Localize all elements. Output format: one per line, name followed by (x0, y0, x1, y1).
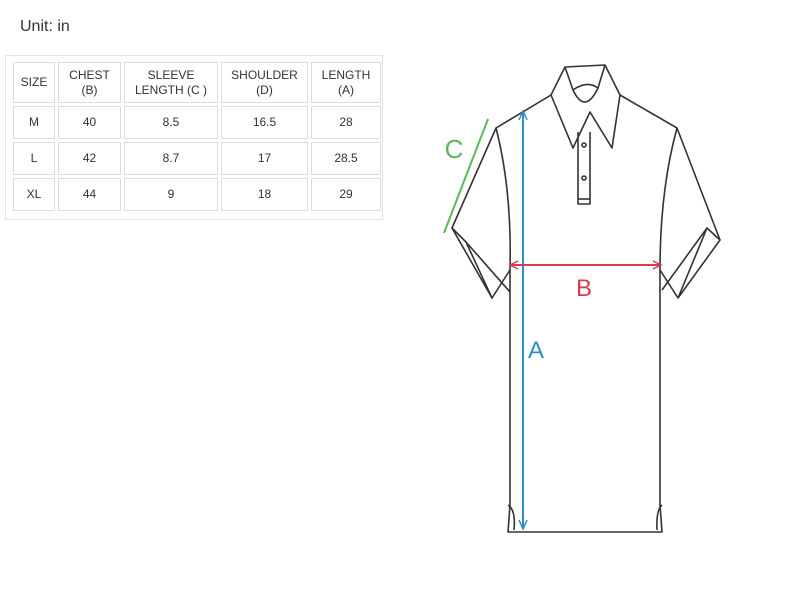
measure-c-label: C (445, 134, 464, 164)
cell-length: 29 (311, 178, 381, 211)
measure-b-arrow: B (508, 260, 663, 302)
table-row: L 42 8.7 17 28.5 (13, 142, 381, 175)
header-size: SIZE (13, 62, 55, 103)
measure-c-arrow: C (443, 118, 489, 234)
cell-sleeve: 8.7 (124, 142, 218, 175)
cell-length: 28.5 (311, 142, 381, 175)
cell-length: 28 (311, 106, 381, 139)
header-sleeve-length: SLEEVE LENGTH (C ) (124, 62, 218, 103)
cell-chest: 42 (58, 142, 121, 175)
cell-chest: 40 (58, 106, 121, 139)
table-row: XL 44 9 18 29 (13, 178, 381, 211)
table-row: M 40 8.5 16.5 28 (13, 106, 381, 139)
shirt-outline (451, 64, 721, 533)
cell-size: XL (13, 178, 55, 211)
cell-sleeve: 8.5 (124, 106, 218, 139)
cell-size: L (13, 142, 55, 175)
cell-shoulder: 17 (221, 142, 308, 175)
header-chest: CHEST (B) (58, 62, 121, 103)
size-chart-table: SIZE CHEST (B) SLEEVE LENGTH (C ) SHOULDER… (5, 55, 383, 220)
cell-shoulder: 18 (221, 178, 308, 211)
cell-chest: 44 (58, 178, 121, 211)
cell-shoulder: 16.5 (221, 106, 308, 139)
cell-size: M (13, 106, 55, 139)
measure-a-arrow: A (518, 109, 544, 531)
measure-a-label: A (528, 337, 544, 364)
table-header-row: SIZE CHEST (B) SLEEVE LENGTH (C ) SHOULDER… (13, 62, 381, 103)
header-length: LENGTH (A) (311, 62, 381, 103)
header-shoulder: SHOULDER (D) (221, 62, 308, 103)
unit-label: Unit: in (20, 18, 70, 35)
measure-b-label: B (576, 275, 592, 302)
cell-sleeve: 9 (124, 178, 218, 211)
